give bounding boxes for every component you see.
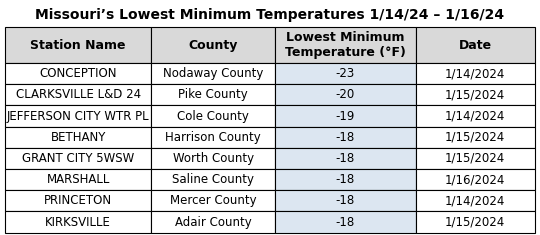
Bar [416,190,535,212]
Text: 1/15/2024: 1/15/2024 [445,131,505,144]
Bar [5,63,151,84]
Bar [416,84,535,106]
Bar [5,106,151,127]
Text: CONCEPTION: CONCEPTION [39,67,117,80]
Bar [5,212,151,233]
Bar [5,190,151,212]
Text: BETHANY: BETHANY [50,131,106,144]
Text: PRINCETON: PRINCETON [44,194,112,207]
Text: 1/15/2024: 1/15/2024 [445,88,505,101]
Text: Harrison County: Harrison County [165,131,261,144]
Text: 1/15/2024: 1/15/2024 [445,215,505,229]
Text: -20: -20 [336,88,355,101]
Text: Date: Date [458,39,491,51]
Text: -19: -19 [336,110,355,122]
Bar [275,169,416,190]
Text: Pike County: Pike County [178,88,248,101]
Bar [151,169,275,190]
Bar [151,27,275,63]
Text: 1/14/2024: 1/14/2024 [445,110,505,122]
Text: -18: -18 [336,194,355,207]
Bar [151,148,275,169]
Bar [151,106,275,127]
Text: 1/14/2024: 1/14/2024 [445,194,505,207]
Bar [416,212,535,233]
Bar [151,212,275,233]
Text: Mercer County: Mercer County [170,194,256,207]
Bar [416,148,535,169]
Text: CLARKSVILLE L&D 24: CLARKSVILLE L&D 24 [16,88,141,101]
Text: 1/14/2024: 1/14/2024 [445,67,505,80]
Bar [151,63,275,84]
Bar [5,169,151,190]
Text: Cole County: Cole County [177,110,249,122]
Text: -23: -23 [336,67,355,80]
Bar [416,169,535,190]
Bar [275,190,416,212]
Bar [151,190,275,212]
Bar [275,127,416,148]
Text: 1/15/2024: 1/15/2024 [445,152,505,165]
Bar [416,63,535,84]
Text: County: County [188,39,238,51]
Text: Adair County: Adair County [175,215,252,229]
Text: MARSHALL: MARSHALL [46,173,110,186]
Text: -18: -18 [336,131,355,144]
Text: Missouri’s Lowest Minimum Temperatures 1/14/24 – 1/16/24: Missouri’s Lowest Minimum Temperatures 1… [36,8,504,22]
Bar [151,127,275,148]
Bar [416,127,535,148]
Bar [416,27,535,63]
Text: GRANT CITY 5WSW: GRANT CITY 5WSW [22,152,134,165]
Text: -18: -18 [336,152,355,165]
Text: Station Name: Station Name [30,39,126,51]
Bar [275,84,416,106]
Text: JEFFERSON CITY WTR PL: JEFFERSON CITY WTR PL [7,110,150,122]
Bar [151,84,275,106]
Bar [275,27,416,63]
Text: Lowest Minimum
Temperature (°F): Lowest Minimum Temperature (°F) [285,31,406,59]
Text: -18: -18 [336,215,355,229]
Bar [275,148,416,169]
Bar [5,127,151,148]
Text: 1/16/2024: 1/16/2024 [445,173,505,186]
Bar [5,84,151,106]
Bar [5,148,151,169]
Text: -18: -18 [336,173,355,186]
Bar [275,212,416,233]
Bar [5,27,151,63]
Text: KIRKSVILLE: KIRKSVILLE [45,215,111,229]
Bar [275,63,416,84]
Text: Nodaway County: Nodaway County [163,67,264,80]
Bar [416,106,535,127]
Bar [275,106,416,127]
Text: Worth County: Worth County [173,152,254,165]
Text: Saline County: Saline County [172,173,254,186]
